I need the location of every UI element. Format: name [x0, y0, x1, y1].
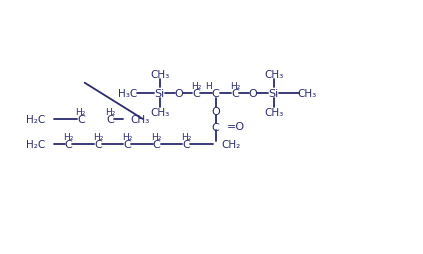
Text: H₂: H₂ — [76, 108, 86, 117]
Text: C: C — [182, 139, 190, 149]
Text: C: C — [231, 88, 239, 98]
Text: CH₃: CH₃ — [297, 88, 317, 98]
Text: H₂: H₂ — [122, 133, 132, 141]
Text: H₂C: H₂C — [26, 115, 45, 124]
Text: CH₃: CH₃ — [264, 70, 283, 80]
Text: CH₂: CH₂ — [222, 139, 241, 149]
Text: H₂: H₂ — [105, 108, 115, 117]
Text: H₂: H₂ — [93, 133, 103, 141]
Text: H₃C: H₃C — [118, 88, 137, 98]
Text: C: C — [106, 115, 114, 124]
Text: H₂: H₂ — [191, 81, 201, 90]
Text: =O: =O — [226, 121, 244, 131]
Text: CH₃: CH₃ — [264, 107, 283, 118]
Text: CH₃: CH₃ — [130, 115, 150, 124]
Text: H: H — [205, 82, 212, 91]
Text: O: O — [248, 88, 257, 98]
Text: H₂: H₂ — [181, 133, 191, 141]
Text: CH₃: CH₃ — [150, 70, 170, 80]
Text: C: C — [94, 139, 102, 149]
Text: H₂: H₂ — [230, 81, 240, 90]
Text: O: O — [211, 107, 220, 117]
Text: C: C — [77, 115, 85, 124]
Text: C: C — [212, 122, 220, 132]
Text: Si: Si — [155, 88, 165, 98]
Text: Si: Si — [269, 88, 279, 98]
Text: C: C — [153, 139, 161, 149]
Text: H₂: H₂ — [151, 133, 162, 141]
Text: C: C — [192, 88, 200, 98]
Text: C: C — [124, 139, 131, 149]
Text: O: O — [175, 88, 184, 98]
Text: CH₃: CH₃ — [150, 107, 170, 118]
Text: H₂C: H₂C — [26, 139, 45, 149]
Text: H₂: H₂ — [63, 133, 74, 141]
Text: C: C — [212, 88, 220, 98]
Text: C: C — [64, 139, 72, 149]
